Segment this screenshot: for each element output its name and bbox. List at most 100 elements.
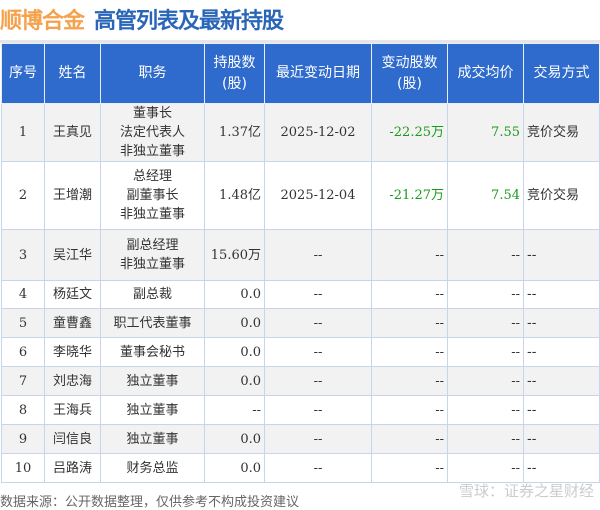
column-header: 变动股数 (股) (371, 43, 448, 104)
table-cell: 副总裁 (100, 280, 205, 309)
table-cell: 竞价交易 (523, 161, 600, 230)
table-cell: 竞价交易 (523, 103, 600, 162)
table-cell: -- (447, 366, 524, 396)
table-cell: -- (204, 395, 265, 425)
table-cell: 职工代表董事 (100, 308, 205, 338)
table-cell: 5 (1, 308, 45, 338)
table-cell: 杨廷文 (44, 280, 101, 309)
table-cell: 1.48亿 (204, 161, 265, 230)
table-cell: 独立董事 (100, 424, 205, 454)
table-cell: 0.0 (204, 308, 265, 338)
table-cell: -- (371, 229, 448, 281)
table-cell: 0.0 (204, 424, 265, 454)
column-header: 持股数 (股) (204, 43, 265, 104)
table-cell: 闫信良 (44, 424, 101, 454)
table-cell: -- (264, 424, 372, 454)
table-cell: -- (371, 395, 448, 425)
table-cell: -22.25万 (371, 103, 448, 162)
subtitle: 高管列表及最新持股 (94, 9, 284, 34)
table-cell: 6 (1, 337, 45, 367)
table-cell: 0.0 (204, 337, 265, 367)
table-cell: 董事长 法定代表人 非独立董事 (100, 103, 205, 162)
table-cell: 吕路涛 (44, 453, 101, 483)
table-cell: -- (264, 366, 372, 396)
data-source-note: 数据来源：公开数据整理，仅供参考不构成投资建议 (0, 495, 300, 510)
table-cell: 8 (1, 395, 45, 425)
table-cell: -- (523, 395, 600, 425)
table-cell: -- (264, 229, 372, 281)
table-cell: 王真见 (44, 103, 101, 162)
table-cell: -- (523, 366, 600, 396)
table-cell: 7.55 (447, 103, 524, 162)
table-cell: 独立董事 (100, 366, 205, 396)
table-cell: -- (447, 308, 524, 338)
table-cell: 1 (1, 103, 45, 162)
table-cell: 2025-12-04 (264, 161, 372, 230)
table-cell: -- (523, 453, 600, 483)
table-cell: 刘忠海 (44, 366, 101, 396)
table-cell: -- (523, 229, 600, 281)
executive-table: 序号 姓名 职务 持股数 (股) 最近变动日期 变动股数 (股) 成交均价 交易方式 1 王真见… (1, 43, 600, 483)
table-cell: 李晓华 (44, 337, 101, 367)
table-cell: 0.0 (204, 280, 265, 309)
table-row: 1 王真见 董事长 法定代表人 非独立董事 1.37亿 2025-12-02 -22.25… (1, 103, 600, 162)
table-row: 2 王增潮 总经理 副董事长 非独立董事 1.48亿 2025-12-04 -21.27万… (1, 161, 600, 230)
table-cell: -- (523, 280, 600, 309)
column-header: 序号 (1, 43, 45, 104)
table-cell: -- (447, 395, 524, 425)
table-cell: 财务总监 (100, 453, 205, 483)
table-row: 10 吕路涛 财务总监 0.0 -- -- -- -- (1, 453, 600, 483)
table-cell: 0.0 (204, 453, 265, 483)
table-cell: -- (264, 395, 372, 425)
table-cell: 2025-12-02 (264, 103, 372, 162)
table-cell: -- (264, 280, 372, 309)
column-header: 姓名 (44, 43, 101, 104)
table-row: 8 王海兵 独立董事 -- -- -- -- -- (1, 395, 600, 425)
table-row: 4 杨廷文 副总裁 0.0 -- -- -- -- (1, 280, 600, 309)
table-cell: -- (523, 308, 600, 338)
table-row: 3 吴江华 副总经理 非独立董事 15.60万 -- -- -- -- (1, 229, 600, 281)
table-cell: -- (264, 337, 372, 367)
table-cell: 董事会秘书 (100, 337, 205, 367)
table-cell: 王海兵 (44, 395, 101, 425)
table-cell: 10 (1, 453, 45, 483)
table-cell: -- (371, 337, 448, 367)
table-cell: -- (523, 337, 600, 367)
table-cell: -- (447, 337, 524, 367)
table-cell: 吴江华 (44, 229, 101, 281)
table-cell: 0.0 (204, 366, 265, 396)
watermark-logo: 雪球：证券之星财经 (458, 482, 594, 500)
page-title: 顺博合金 高管列表及最新持股 (0, 3, 284, 35)
table-cell: 7.54 (447, 161, 524, 230)
table-row: 7 刘忠海 独立董事 0.0 -- -- -- -- (1, 366, 600, 396)
table-cell: -- (264, 453, 372, 483)
table-cell: -- (371, 280, 448, 309)
column-header: 成交均价 (447, 43, 524, 104)
table-cell: 童曹鑫 (44, 308, 101, 338)
table-row: 6 李晓华 董事会秘书 0.0 -- -- -- -- (1, 337, 600, 367)
table-cell: 2 (1, 161, 45, 230)
table-cell: -21.27万 (371, 161, 448, 230)
table-cell: 王增潮 (44, 161, 101, 230)
company-name: 顺博合金 (0, 9, 85, 34)
table-cell: 9 (1, 424, 45, 454)
table-cell: -- (371, 308, 448, 338)
table-cell: -- (264, 308, 372, 338)
table-cell: -- (371, 424, 448, 454)
table-cell: -- (447, 453, 524, 483)
column-header: 最近变动日期 (264, 43, 372, 104)
column-header: 职务 (100, 43, 205, 104)
table-cell: 总经理 副董事长 非独立董事 (100, 161, 205, 230)
table-cell: 独立董事 (100, 395, 205, 425)
table-cell: -- (371, 453, 448, 483)
table-cell: 3 (1, 229, 45, 281)
divider (0, 40, 600, 43)
table-cell: -- (523, 424, 600, 454)
table-cell: 副总经理 非独立董事 (100, 229, 205, 281)
column-header: 交易方式 (523, 43, 600, 104)
table-cell: 4 (1, 280, 45, 309)
table-cell: 15.60万 (204, 229, 265, 281)
table-cell: 7 (1, 366, 45, 396)
table-cell: -- (447, 229, 524, 281)
table-row: 9 闫信良 独立董事 0.0 -- -- -- -- (1, 424, 600, 454)
